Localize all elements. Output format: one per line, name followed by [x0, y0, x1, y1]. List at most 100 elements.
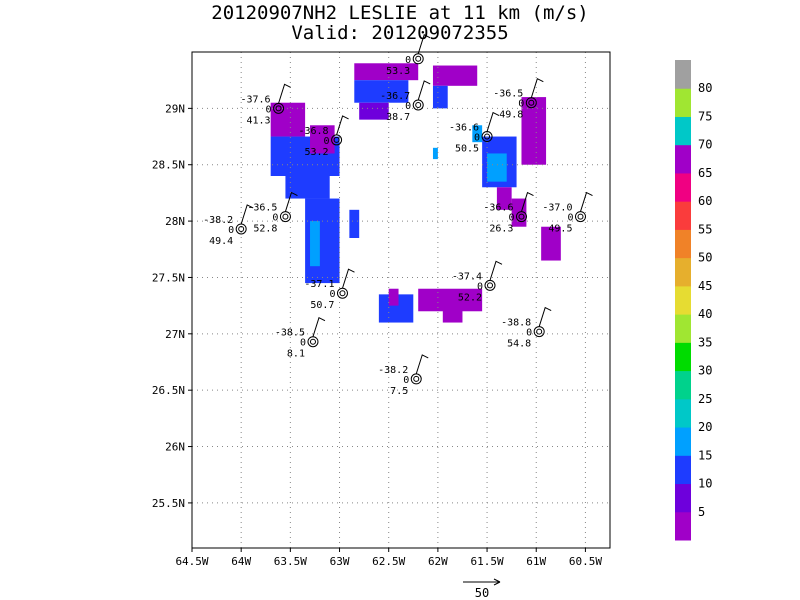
colorbar-swatch: [675, 60, 691, 89]
colorbar-label: 60: [698, 194, 712, 208]
colorbar-label: 80: [698, 81, 712, 95]
colorbar-label: 35: [698, 335, 712, 349]
wind-barb: [417, 80, 431, 101]
colorbar-label: 40: [698, 307, 712, 321]
colorbar-swatch: [675, 314, 691, 343]
colorbar-label: 10: [698, 477, 712, 491]
wind-barb: [336, 115, 349, 136]
wind-barb: [312, 316, 326, 337]
colorbar: 5 10 15 20 25 30 35 40 45 50 55 60 65 70 75 80: [675, 60, 712, 541]
station-height: 52.8: [253, 224, 277, 235]
station-temperature: -38.2: [203, 215, 233, 226]
colorbar-label: 45: [698, 279, 712, 293]
station-marker-inner: [577, 213, 584, 220]
wind-cell: [310, 125, 335, 154]
colorbar-swatch: [675, 342, 691, 372]
station-value: 0: [324, 136, 330, 147]
reference-vector: 50: [463, 578, 501, 600]
colorbar-label: 30: [698, 364, 712, 378]
colorbar-swatch: [675, 285, 691, 315]
wind-cell: [354, 80, 409, 103]
colorbar-label: 70: [698, 138, 712, 152]
station-value: 0: [266, 104, 272, 115]
station-marker-inner: [333, 136, 340, 143]
colorbar-swatch: [675, 116, 691, 146]
y-tick-label: 27.5N: [152, 271, 185, 284]
y-tick-label: 28.5N: [152, 159, 185, 172]
station-marker-inner: [487, 282, 494, 289]
station-temperature: -36.5: [247, 203, 277, 214]
station-temperature: -38.2: [378, 365, 408, 376]
stations-layer: 053.3-36.7038.7-36.5049.8-37.6041.3-36.8…: [203, 34, 593, 397]
station-height: 49.4: [209, 236, 233, 247]
station-marker: [307, 336, 319, 348]
station-value: 0: [526, 328, 532, 339]
x-tick-label: 63W: [330, 555, 350, 568]
station-value: 0: [405, 55, 411, 66]
x-tick-label: 61.5W: [470, 555, 503, 568]
station-value: 0: [474, 133, 480, 144]
wind-cell: [496, 187, 512, 210]
y-tick-label: 26.5N: [152, 384, 185, 397]
x-tick-label: 64.5W: [175, 555, 208, 568]
wind-cell: [285, 176, 330, 199]
station-height: 8.1: [287, 349, 305, 360]
colorbar-label: 55: [698, 222, 712, 236]
x-tick-label: 60.5W: [569, 555, 602, 568]
station-temperature: -37.0: [542, 203, 572, 214]
station-marker-inner: [518, 213, 525, 220]
colorbar-swatch: [675, 455, 691, 485]
wind-cell: [521, 97, 547, 165]
colorbar-label: 75: [698, 109, 712, 123]
station-temperature: -38.5: [275, 328, 305, 339]
station-marker-inner: [484, 133, 491, 140]
x-axis: 64.5W 64W 63.5W 63W 62.5W 62W 61.5W 61W 60.5W: [175, 548, 602, 568]
station-value: 0: [477, 281, 483, 292]
station-height: 26.3: [489, 224, 513, 235]
wind-barb: [278, 83, 291, 104]
wind-barb: [284, 191, 298, 212]
wind-cell: [349, 209, 360, 238]
colorbar-swatch: [675, 370, 691, 400]
station-height: 50.5: [455, 144, 479, 155]
wind-barb: [486, 111, 500, 132]
y-tick-label: 26N: [165, 441, 185, 454]
colorbar-swatch: [675, 398, 691, 428]
colorbar-swatch: [675, 144, 691, 174]
colorbar-label: 25: [698, 392, 712, 406]
station-temperature: -36.6: [483, 203, 513, 214]
station-value: 0: [272, 213, 278, 224]
colorbar-swatch: [675, 88, 691, 117]
station-marker-inner: [415, 101, 422, 108]
chart-title: 20120907NH2 LESLIE at 11 km (m/s): [211, 2, 589, 24]
station-height: 7.5: [390, 386, 408, 397]
wind-barb: [580, 191, 593, 212]
x-tick-label: 62W: [428, 555, 448, 568]
station-marker-inner: [282, 213, 289, 220]
wind-cell: [388, 288, 399, 306]
station-temperature: -37.4: [452, 271, 482, 282]
wind-barb: [342, 268, 355, 289]
wind-cell: [418, 288, 483, 312]
wind-barb: [415, 354, 429, 375]
wind-barb: [417, 34, 431, 54]
colorbar-swatch: [675, 483, 691, 513]
x-tick-label: 64W: [231, 555, 251, 568]
colorbar-swatch: [675, 172, 691, 202]
station-temperature: -38.8: [501, 318, 531, 329]
station-temperature: -36.7: [380, 91, 410, 102]
station-value: 0: [300, 338, 306, 349]
station-marker: [484, 279, 496, 291]
station-height: 49.5: [548, 224, 572, 235]
station-height: 53.2: [304, 147, 328, 158]
station-marker-inner: [528, 99, 535, 106]
plot-frame: [191, 51, 611, 549]
station-marker: [574, 211, 586, 223]
y-tick-label: 25.5N: [152, 497, 185, 510]
station-height: 49.8: [499, 110, 523, 121]
station-marker-inner: [536, 328, 543, 335]
station-marker: [279, 211, 291, 223]
wind-cell: [359, 102, 389, 120]
chart-subtitle: Valid: 201209072355: [291, 22, 509, 44]
